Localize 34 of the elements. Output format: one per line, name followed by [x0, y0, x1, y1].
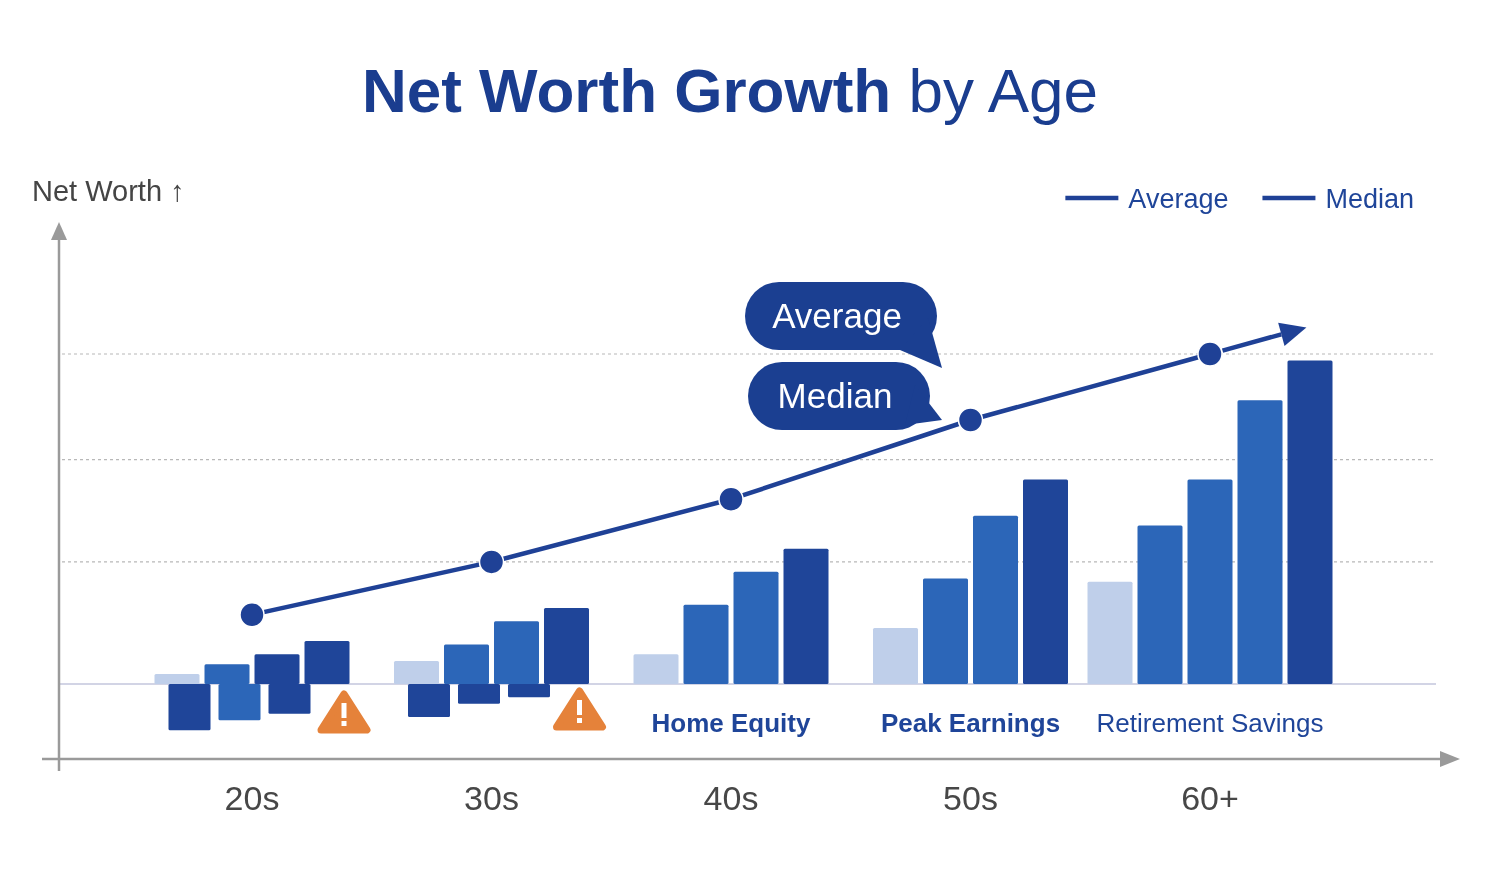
- bar: [873, 627, 918, 684]
- bar: [444, 644, 489, 684]
- bar: [408, 684, 450, 717]
- bar: [494, 621, 539, 684]
- legend-label: Median: [1325, 184, 1414, 214]
- bar: [683, 604, 729, 684]
- point: [478, 549, 505, 575]
- x-tick-label: 20s: [224, 779, 280, 817]
- point: [718, 486, 744, 512]
- point: [1197, 341, 1223, 367]
- bar: [1237, 400, 1283, 684]
- bar: [923, 578, 968, 684]
- bar: [394, 660, 439, 684]
- point: [239, 601, 265, 628]
- annotation: Retirement Savings: [1096, 708, 1324, 738]
- chart-title: Net Worth Growth by Age: [361, 56, 1099, 125]
- x-tick-label: 30s: [464, 779, 519, 817]
- legend-label: Average: [1128, 184, 1229, 214]
- annotation: Home Equity: [651, 708, 811, 738]
- bar: [168, 684, 211, 731]
- point: [957, 407, 984, 433]
- x-tick-label: 50s: [943, 779, 998, 817]
- bar: [633, 654, 679, 684]
- annotation: Peak Earnings: [880, 708, 1061, 738]
- bar: [154, 674, 200, 684]
- bar: [973, 515, 1018, 684]
- x-tick-label: 60+: [1181, 779, 1239, 817]
- bar: [1023, 479, 1068, 684]
- text: Average: [772, 296, 902, 335]
- bar: [733, 571, 779, 684]
- annotation: Median: [777, 376, 893, 415]
- bar: [783, 548, 829, 684]
- x-tick-label: 40s: [703, 779, 759, 817]
- text: Net Worth ↑: [32, 175, 185, 207]
